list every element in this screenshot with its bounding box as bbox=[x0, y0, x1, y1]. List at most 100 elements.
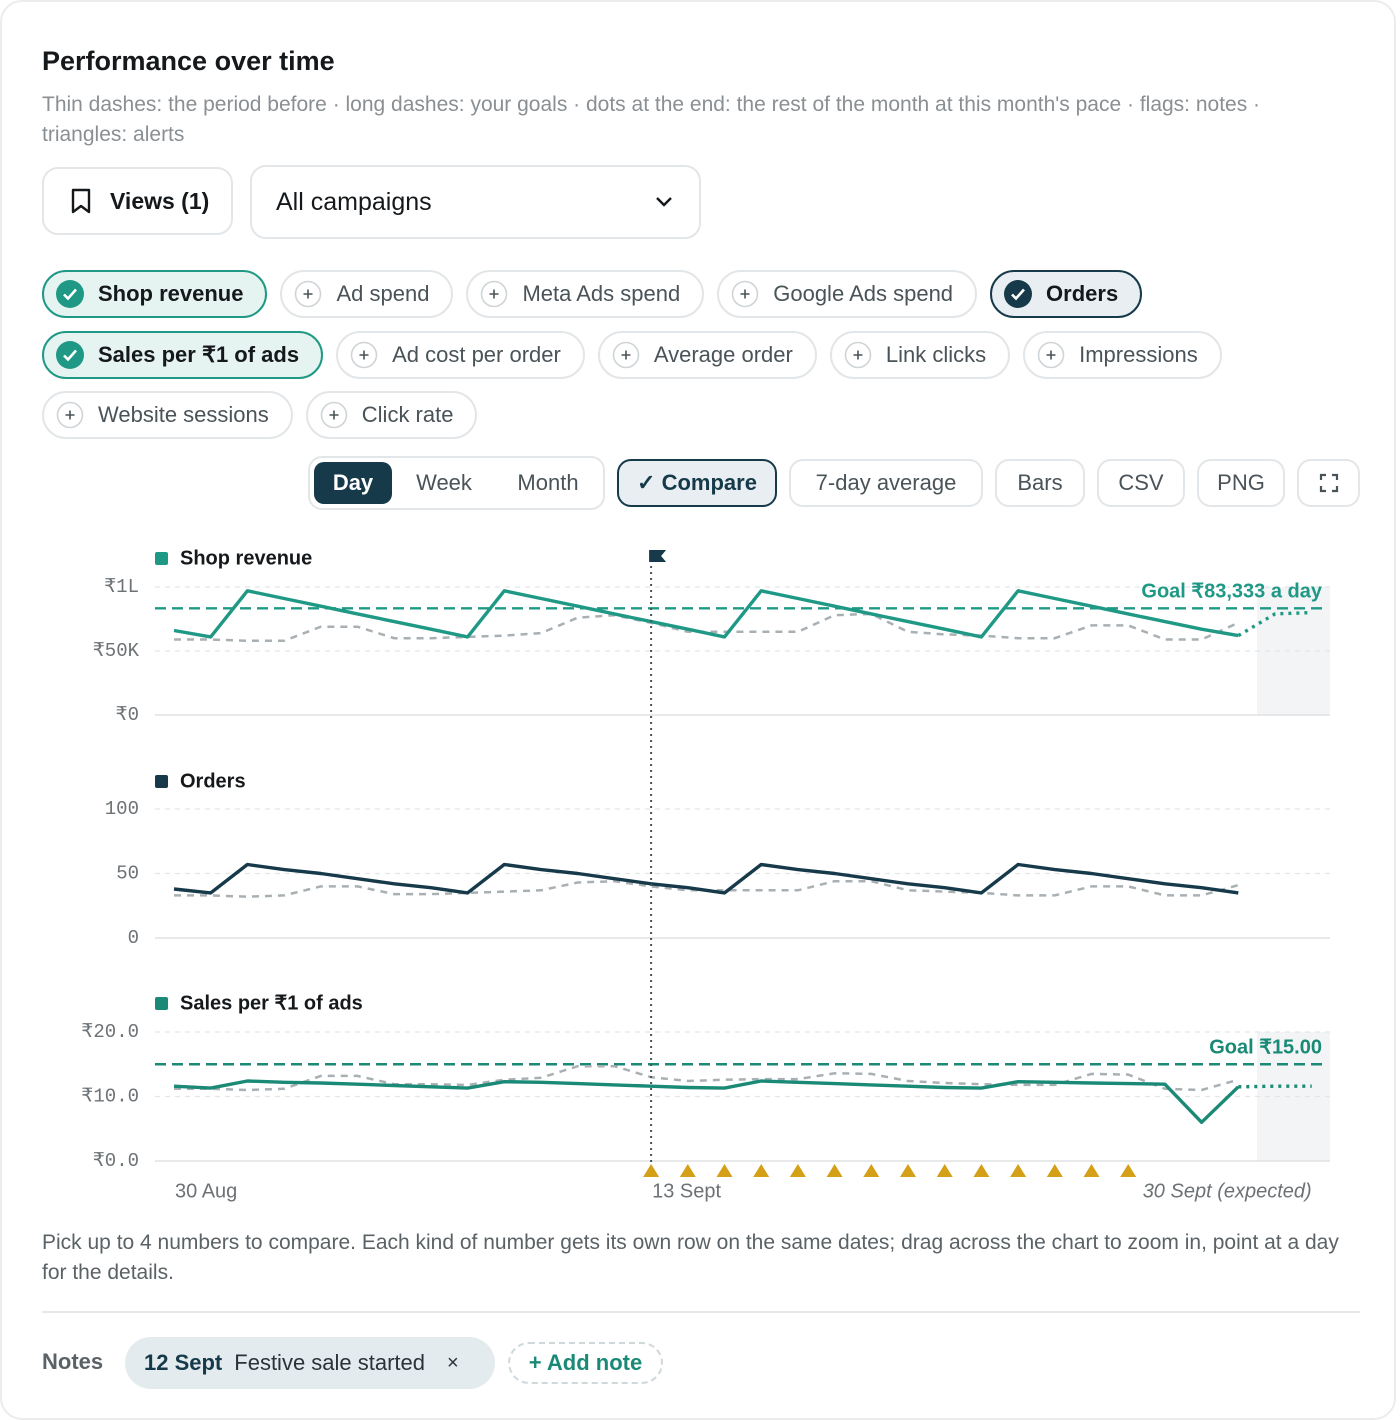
metric-label: Impressions bbox=[1079, 342, 1198, 367]
value-line bbox=[173, 862, 1239, 895]
metric-chip[interactable]: Ad spend bbox=[280, 270, 454, 318]
tool-button[interactable]: Bars bbox=[995, 459, 1085, 507]
x-tick-label: 30 Sept (expected) bbox=[1143, 1180, 1312, 1202]
alert-triangle bbox=[1120, 1164, 1137, 1177]
goal-label: Goal ₹83,333 a day bbox=[1141, 581, 1322, 603]
note-flag bbox=[649, 550, 667, 562]
legend-label: Orders bbox=[180, 770, 246, 792]
legend-label: Shop revenue bbox=[180, 547, 312, 569]
metric-chip[interactable]: Average order bbox=[597, 331, 817, 379]
alert-triangle bbox=[1010, 1164, 1027, 1177]
bookmark-icon bbox=[71, 188, 91, 214]
dropdown-label: All campaigns bbox=[276, 187, 432, 216]
goal-label: Goal ₹15.00 bbox=[1209, 1037, 1322, 1059]
range-option[interactable]: Month bbox=[517, 470, 579, 495]
metric-label: Click rate bbox=[361, 402, 454, 427]
footer-text: Pick up to 4 numbers to compare. Each ki… bbox=[42, 1231, 1339, 1284]
divider bbox=[42, 1311, 1360, 1313]
title: Performance over time bbox=[42, 46, 335, 76]
campaign-dropdown[interactable]: All campaigns bbox=[250, 165, 701, 239]
metric-chip[interactable]: Sales per ₹1 of ads bbox=[42, 331, 324, 379]
tool-button[interactable]: PNG bbox=[1197, 459, 1285, 507]
check-icon bbox=[1004, 280, 1033, 308]
alert-triangle bbox=[863, 1164, 880, 1177]
note-text: Festive sale started bbox=[234, 1350, 426, 1375]
metric-chip[interactable]: Website sessions bbox=[42, 391, 293, 439]
x-tick-label: 30 Aug bbox=[175, 1180, 237, 1202]
metric-chip[interactable]: Ad cost per order bbox=[336, 331, 585, 379]
alert-triangle bbox=[1083, 1164, 1100, 1177]
plus-icon bbox=[320, 401, 348, 429]
y-tick-label: ₹0.0 bbox=[93, 1150, 139, 1172]
previous-line bbox=[174, 1064, 1239, 1092]
add-note-button[interactable]: + Add note bbox=[508, 1342, 663, 1384]
y-tick-label: 0 bbox=[128, 927, 139, 949]
metric-chip[interactable]: Orders bbox=[990, 270, 1143, 318]
metric-label: Ad spend bbox=[336, 281, 430, 306]
y-tick-label: ₹10.0 bbox=[81, 1086, 139, 1108]
subtitle: Thin dashes: the period before · long da… bbox=[42, 93, 1261, 146]
value-line bbox=[173, 589, 1239, 639]
metric-chip[interactable]: Link clicks bbox=[829, 331, 1011, 379]
chart[interactable]: ₹0 ₹50K ₹1L Shop revenue Goal ₹83,333 a day 0… bbox=[2, 532, 1400, 1212]
alert-triangle bbox=[679, 1164, 696, 1177]
alert-triangle bbox=[973, 1164, 990, 1177]
alert-triangle bbox=[716, 1164, 733, 1177]
expected-line bbox=[1237, 610, 1312, 638]
metric-chip[interactable]: Meta Ads spend bbox=[466, 270, 705, 318]
chevron bbox=[656, 197, 672, 207]
metric-label: Website sessions bbox=[98, 402, 269, 427]
plus-icon bbox=[731, 280, 759, 308]
y-tick-label: ₹50K bbox=[93, 640, 140, 662]
range-option[interactable]: Day bbox=[314, 462, 392, 504]
alert-triangle bbox=[900, 1164, 916, 1177]
legend-label: Sales per ₹1 of ads bbox=[180, 992, 363, 1014]
views-label: Views (1) bbox=[110, 187, 210, 214]
alert-triangle bbox=[936, 1164, 953, 1177]
fullscreen-icon bbox=[1319, 473, 1338, 493]
alert-triangle bbox=[753, 1164, 770, 1177]
plus-icon bbox=[295, 280, 322, 308]
legend-swatch bbox=[155, 552, 168, 565]
plus-icon bbox=[481, 280, 508, 308]
range-option[interactable]: Week bbox=[416, 470, 472, 495]
tool-button[interactable]: CSV bbox=[1097, 459, 1185, 507]
metric-label: Average order bbox=[653, 342, 793, 367]
note-date: 12 Sept bbox=[144, 1350, 223, 1375]
plus-icon bbox=[612, 341, 640, 369]
metric-label: Meta Ads spend bbox=[522, 281, 681, 306]
metric-chip[interactable]: Google Ads spend bbox=[717, 270, 978, 318]
note-chip[interactable]: 12 Sept Festive sale started × bbox=[125, 1337, 495, 1389]
views-button[interactable]: Views (1) bbox=[42, 167, 233, 235]
metric-label: Shop revenue bbox=[98, 281, 244, 306]
metric-label: Google Ads spend bbox=[773, 281, 954, 306]
alert-triangle bbox=[789, 1164, 806, 1177]
legend-swatch bbox=[155, 997, 168, 1010]
check-icon bbox=[56, 341, 84, 369]
x-tick-label: 13 Sept bbox=[652, 1180, 721, 1202]
fullscreen-button[interactable] bbox=[1297, 459, 1360, 507]
y-tick-label: 50 bbox=[116, 863, 139, 885]
metric-label: Sales per ₹1 of ads bbox=[98, 342, 300, 367]
metric-label: Link clicks bbox=[885, 342, 987, 367]
y-tick-label: ₹20.0 bbox=[81, 1021, 139, 1043]
notes-label: Notes bbox=[42, 1349, 104, 1374]
plus-icon bbox=[56, 401, 84, 429]
tool-button[interactable]: ✓ Compare bbox=[617, 459, 777, 507]
metric-label: Ad cost per order bbox=[392, 342, 561, 367]
metric-chip[interactable]: Impressions bbox=[1023, 331, 1222, 379]
y-tick-label: ₹1L bbox=[104, 576, 139, 598]
alert-triangle bbox=[1046, 1164, 1063, 1177]
metric-chip[interactable]: Click rate bbox=[305, 391, 478, 439]
metric-chip[interactable]: Shop revenue bbox=[42, 270, 268, 318]
plus-icon bbox=[1037, 341, 1065, 369]
alert-triangle bbox=[643, 1164, 660, 1177]
y-tick-label: 100 bbox=[105, 798, 139, 820]
note-remove[interactable]: × bbox=[447, 1351, 459, 1374]
alert-triangle bbox=[826, 1164, 843, 1177]
tool-button[interactable]: 7-day average bbox=[789, 459, 983, 507]
y-tick-label: ₹0 bbox=[116, 704, 140, 726]
